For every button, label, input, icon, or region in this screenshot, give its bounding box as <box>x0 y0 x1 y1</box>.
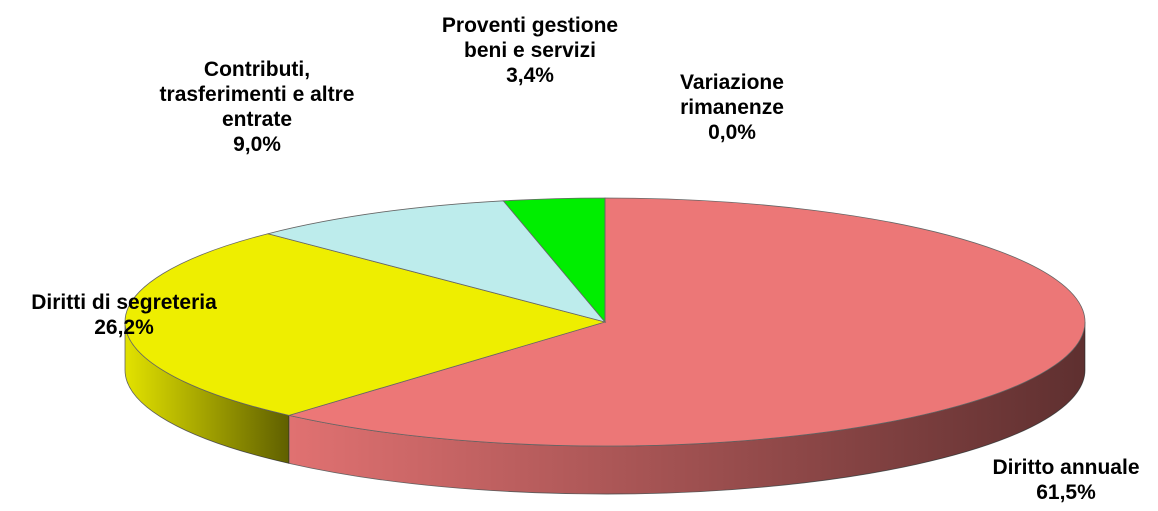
value-label: 9,0% <box>233 133 281 156</box>
category-label: Proventi gestione beni e servizi <box>441 14 619 62</box>
category-label: Diritti di segreteria <box>31 291 217 314</box>
slice <box>287 197 1086 447</box>
slice <box>266 200 607 323</box>
slice-label: Proventi gestione beni e servizi 3,4% <box>430 13 630 88</box>
slice-label: Diritti di segreteria 26,2% <box>4 290 244 340</box>
slice-label: Diritto annuale 61,5% <box>956 455 1158 505</box>
slice-label: Variazione rimanenze 0,0% <box>657 70 807 145</box>
value-label: 26,2% <box>94 316 154 339</box>
value-label: 3,4% <box>506 64 554 87</box>
side-shade <box>125 322 289 464</box>
category-label: Variazione rimanenze <box>680 71 784 119</box>
value-label: 61,5% <box>1036 481 1096 504</box>
side-shade <box>288 322 1085 494</box>
value-label: 0,0% <box>708 121 756 144</box>
slice <box>124 233 607 416</box>
category-label: Diritto annuale <box>992 456 1140 479</box>
slice-label: Contributi, trasferimenti e altre entrat… <box>140 57 375 157</box>
category-label: Contributi, trasferimenti e altre entrat… <box>159 58 355 131</box>
